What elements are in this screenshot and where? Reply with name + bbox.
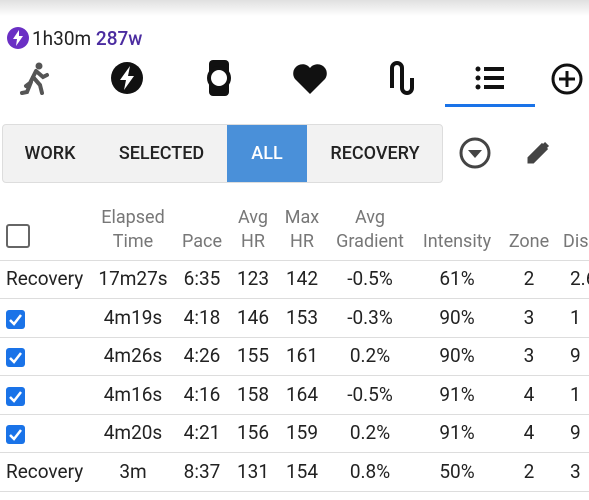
cell: 2	[523, 459, 535, 483]
cell: 4	[523, 421, 535, 444]
tab-list[interactable]	[475, 66, 505, 90]
row-rule	[0, 375, 589, 376]
row-checkbox[interactable]	[6, 386, 25, 406]
column-header[interactable]: Dis	[563, 231, 589, 252]
row-label: Recovery	[6, 459, 84, 483]
column-header[interactable]: Avg Gradient	[336, 207, 404, 252]
row-rule	[0, 413, 589, 415]
row-rule	[0, 298, 589, 299]
cell: 3m	[119, 459, 147, 483]
power: 287w	[95, 27, 143, 50]
power-icon	[7, 27, 29, 49]
cell: 3	[523, 344, 535, 367]
cell: -0.3%	[347, 305, 393, 329]
segment-tab[interactable]: SELECTED	[118, 143, 205, 164]
cell: 9	[570, 421, 581, 444]
duration: 1h30m	[32, 27, 92, 50]
cell: 0.2%	[349, 344, 391, 367]
tab-heart[interactable]	[293, 64, 327, 94]
cell: 4m16s	[103, 382, 163, 406]
cell: 159	[285, 421, 319, 444]
column-header[interactable]: Intensity	[422, 231, 492, 252]
cell: 2.6	[570, 267, 589, 290]
cell: -0.5%	[347, 382, 393, 406]
column-header[interactable]: Max HR	[284, 207, 320, 252]
cell: 3	[523, 305, 535, 329]
tab-indicator	[445, 104, 535, 107]
row-rule	[0, 336, 589, 338]
select-all-checkbox[interactable]	[6, 224, 30, 248]
cell: 4:16	[183, 382, 221, 406]
cell: 161	[285, 344, 319, 367]
cell: 4	[523, 382, 535, 406]
tab-watch[interactable]	[207, 60, 231, 96]
cell: 2	[523, 267, 535, 290]
tab-run[interactable]	[20, 62, 49, 95]
cell: 4:18	[183, 305, 221, 329]
tab-bar	[20, 60, 583, 107]
row-rule	[0, 452, 589, 453]
cell: 158	[236, 382, 270, 406]
tab-add[interactable]	[551, 63, 583, 95]
cell: 146	[236, 305, 270, 329]
cell: 61%	[439, 267, 475, 290]
cell: 156	[236, 421, 270, 444]
cell: -0.5%	[347, 267, 393, 290]
segment-bar	[2, 124, 443, 183]
tab-route[interactable]	[390, 61, 414, 95]
cell: 91%	[439, 421, 475, 444]
filter-button[interactable]	[458, 136, 492, 170]
cell: 155	[236, 344, 270, 367]
cell: 4m26s	[103, 344, 163, 367]
cell: 17m27s	[98, 267, 168, 290]
row-checkbox[interactable]	[6, 309, 25, 329]
column-header[interactable]: Elapsed Time	[101, 207, 165, 252]
cell: 6:35	[183, 267, 221, 290]
edit-button[interactable]	[526, 141, 550, 165]
cell: 4:21	[183, 421, 221, 444]
cell: 164	[285, 382, 319, 406]
segment-tab[interactable]: RECOVERY	[330, 143, 420, 164]
cell: 3	[570, 459, 581, 483]
cell: 1	[570, 382, 581, 406]
tab-power[interactable]	[111, 62, 143, 94]
segment-tab[interactable]: WORK	[24, 143, 76, 164]
cell: 154	[285, 459, 319, 483]
cell: 0.8%	[349, 459, 391, 483]
row-rule	[0, 490, 589, 492]
top-shadow	[0, 0, 589, 16]
column-header[interactable]: Pace	[181, 231, 223, 252]
cell: 131	[236, 459, 270, 483]
row-label: Recovery	[6, 267, 84, 290]
cell: 4m19s	[103, 305, 163, 329]
cell: 142	[285, 267, 319, 290]
cell: 90%	[439, 344, 475, 367]
column-header[interactable]: Zone	[508, 231, 550, 252]
cell: 153	[285, 305, 319, 329]
row-checkbox[interactable]	[6, 348, 25, 367]
segment-tab[interactable]: ALL	[227, 125, 307, 182]
cell: 8:37	[183, 459, 221, 483]
cell: 4:26	[183, 344, 221, 367]
cell: 50%	[439, 459, 475, 483]
cell: 123	[236, 267, 270, 290]
cell: 91%	[439, 382, 475, 406]
row-checkbox[interactable]	[6, 425, 25, 444]
cell: 9	[570, 344, 581, 367]
status: 1h30m 287w	[32, 27, 142, 50]
column-header[interactable]: Avg HR	[237, 207, 268, 252]
cell: 1	[570, 305, 581, 329]
header-rule	[0, 260, 589, 261]
cell: 90%	[439, 305, 475, 329]
cell: 0.2%	[349, 421, 391, 444]
cell: 4m20s	[103, 421, 163, 444]
